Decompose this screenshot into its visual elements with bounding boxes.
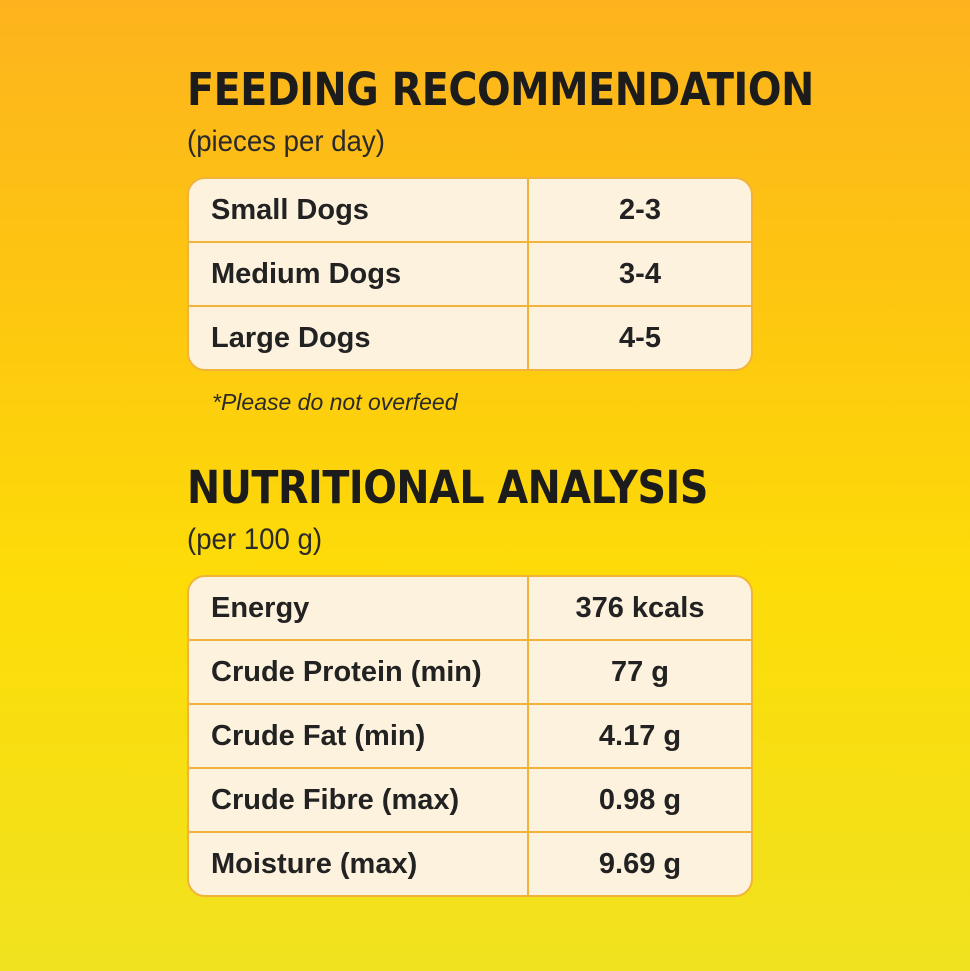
feeding-recommendation-section: FEEDING RECOMMENDATION (pieces per day) … [187, 62, 814, 371]
row-value: 0.98 g [598, 783, 682, 816]
row-label: Crude Fibre (max) [189, 769, 529, 831]
table-row: Crude Protein (min) 77 g [189, 639, 751, 703]
row-label: Medium Dogs [189, 243, 529, 305]
table-row: Small Dogs 2-3 [189, 179, 751, 241]
row-value: 3-4 [619, 257, 661, 290]
row-label: Small Dogs [189, 179, 529, 241]
row-label: Large Dogs [189, 307, 529, 369]
row-value: 9.69 g [598, 847, 682, 880]
overfeed-note: *Please do not overfeed [212, 389, 458, 415]
row-value: 4-5 [619, 321, 661, 354]
table-row: Moisture (max) 9.69 g [189, 831, 751, 895]
row-value: 2-3 [619, 193, 661, 226]
row-label: Crude Fat (min) [189, 705, 529, 767]
row-value: 376 kcals [575, 591, 705, 624]
table-row: Large Dogs 4-5 [189, 305, 751, 369]
nutrition-table: Energy 376 kcals Crude Protein (min) 77 … [187, 575, 753, 897]
feeding-recommendation-subtitle: (pieces per day) [187, 125, 385, 158]
table-row: Medium Dogs 3-4 [189, 241, 751, 305]
nutritional-analysis-title: NUTRITIONAL ANALYSIS [187, 461, 708, 514]
row-label: Crude Protein (min) [189, 641, 529, 703]
nutritional-analysis-section: NUTRITIONAL ANALYSIS (per 100 g) Energy … [187, 460, 757, 897]
table-row: Energy 376 kcals [189, 577, 751, 639]
feeding-recommendation-title: FEEDING RECOMMENDATION [187, 63, 814, 116]
table-row: Crude Fat (min) 4.17 g [189, 703, 751, 767]
row-label: Moisture (max) [189, 833, 529, 895]
feeding-table: Small Dogs 2-3 Medium Dogs 3-4 Large Dog… [187, 177, 753, 371]
nutritional-analysis-subtitle: (per 100 g) [187, 523, 323, 556]
table-row: Crude Fibre (max) 0.98 g [189, 767, 751, 831]
row-value: 4.17 g [598, 719, 682, 752]
row-label: Energy [189, 577, 529, 639]
row-value: 77 g [610, 655, 670, 688]
